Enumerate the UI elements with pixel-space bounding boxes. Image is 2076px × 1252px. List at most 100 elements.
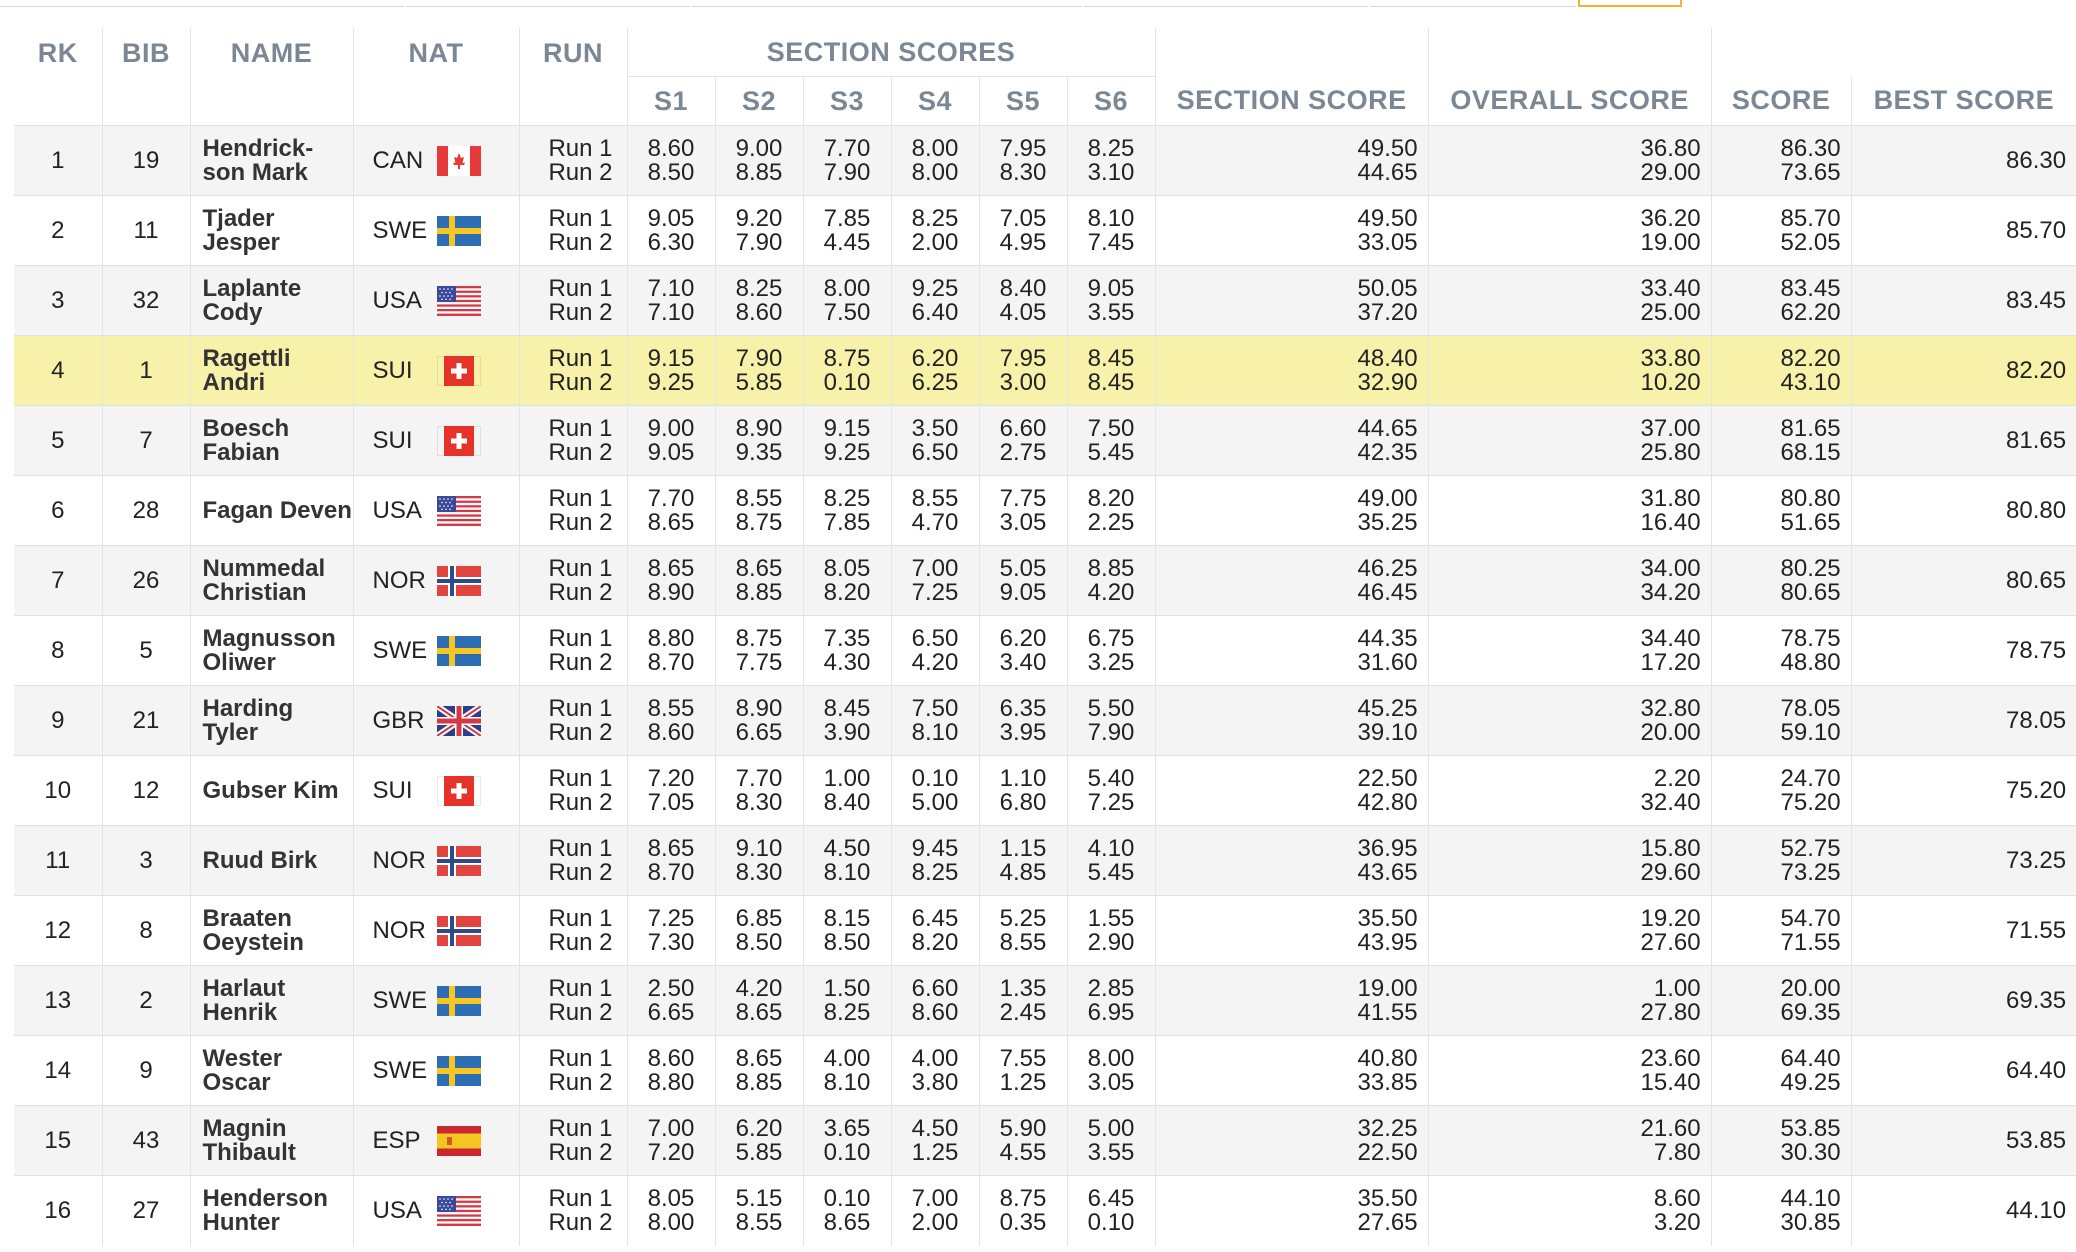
athlete-name[interactable]: Nummedal Christian <box>189 545 353 616</box>
athlete-name[interactable]: Braaten Oeystein <box>189 895 353 966</box>
filter-tab[interactable] <box>406 0 690 7</box>
athlete-name[interactable]: Magnin Thibault <box>189 1105 353 1176</box>
run-1-value: 6.45 <box>911 904 959 932</box>
run-2-value: 9.35 <box>735 438 783 466</box>
run-2-value: 4.05 <box>999 298 1047 326</box>
s3-cell: 8.75 0.10 <box>802 335 891 406</box>
col-s2-header[interactable]: S2 <box>714 76 803 126</box>
col-s3-header[interactable]: S3 <box>802 76 891 126</box>
athlete-name[interactable]: Hendrick-son Mark <box>189 125 353 196</box>
athlete-name[interactable]: Harlaut Henrik <box>189 965 353 1036</box>
table-row[interactable]: 14 9 Wester Oscar SWE Run 1 Run 2 8.60 8.80 8.65… <box>14 1035 2076 1106</box>
s4-cell: 6.45 8.20 <box>890 895 979 966</box>
table-row[interactable]: 9 21 Harding Tyler GBR Run 1 Run 2 8.55 8.60 8.9… <box>14 685 2076 756</box>
run-1-value: 9.00 <box>647 414 695 442</box>
run-1-value: 8.05 <box>823 554 871 582</box>
rank-cell: 8 <box>14 615 102 686</box>
run-2-value: 8.10 <box>823 858 871 886</box>
table-row[interactable]: 8 5 Magnusson Oliwer SWE Run 1 Run 2 8.80 8.70 8… <box>14 615 2076 686</box>
run-labels-cell: Run 1 Run 2 <box>518 1175 627 1246</box>
athlete-name[interactable]: Gubser Kim <box>189 755 353 826</box>
run-1-label: Run 1 <box>548 1114 613 1142</box>
run-2-value: 1.25 <box>999 1068 1047 1096</box>
table-row[interactable]: 5 7 Boesch Fabian SUI Run 1 Run 2 9.00 9.05 8.90… <box>14 405 2076 476</box>
table-row[interactable]: 16 27 Henderson Hunter USA Run 1 Run 2 8.05 8.0… <box>14 1175 2076 1246</box>
rank-cell: 6 <box>14 475 102 546</box>
col-s1-header[interactable]: S1 <box>626 76 715 126</box>
table-row[interactable]: 4 1 Ragettli Andri SUI Run 1 Run 2 9.15 9.25 7.9… <box>14 335 2076 406</box>
table-row[interactable]: 11 3 Ruud Birk NOR Run 1 Run 2 8.65 8.70 9.10 8.3… <box>14 825 2076 896</box>
section-score-cell: 36.95 43.65 <box>1154 825 1429 896</box>
run-1-value: 24.70 <box>1780 764 1841 792</box>
table-row[interactable]: 12 8 Braaten Oeystein NOR Run 1 Run 2 7.25 7.30… <box>14 895 2076 966</box>
athlete-name[interactable]: Ragettli Andri <box>189 335 353 406</box>
athlete-name[interactable]: Magnusson Oliwer <box>189 615 353 686</box>
table-row[interactable]: 3 32 Laplante Cody USA Run 1 Run 2 7.10 7.10 8.2… <box>14 265 2076 336</box>
athlete-name[interactable]: Laplante Cody <box>189 265 353 336</box>
col-overall-score-header[interactable]: OVERALL SCORE <box>1427 76 1712 126</box>
col-s6-header[interactable]: S6 <box>1066 76 1156 126</box>
rank-cell: 4 <box>14 335 102 406</box>
bib-cell: 27 <box>101 1175 190 1246</box>
run-2-value: 30.85 <box>1780 1208 1841 1236</box>
run-2-value: 19.00 <box>1640 228 1701 256</box>
col-nat-header[interactable]: NAT <box>352 28 519 126</box>
run-1-label: Run 1 <box>548 344 613 372</box>
col-bib-header[interactable]: BIB <box>101 28 190 126</box>
s5-cell: 6.20 3.40 <box>978 615 1067 686</box>
col-best-score-header[interactable]: BEST SCORE <box>1850 76 2076 126</box>
table-row[interactable]: 10 12 Gubser Kim SUI Run 1 Run 2 7.20 7.05 7.70 8… <box>14 755 2076 826</box>
athlete-name[interactable]: Henderson Hunter <box>189 1175 353 1246</box>
run-2-value: 8.85 <box>735 1068 783 1096</box>
s3-cell: 4.50 8.10 <box>802 825 891 896</box>
athlete-name[interactable]: Fagan Deven <box>189 475 353 546</box>
overall-score-cell: 37.00 25.80 <box>1427 405 1712 476</box>
col-s4-header[interactable]: S4 <box>890 76 979 126</box>
run-2-label: Run 2 <box>548 438 613 466</box>
table-row[interactable]: 2 11 Tjader Jesper SWE Run 1 Run 2 9.05 6.30 9.2… <box>14 195 2076 266</box>
nation-code: USA <box>372 496 422 524</box>
run-1-value: 5.40 <box>1087 764 1135 792</box>
col-overall-score-spacer <box>1427 28 1712 77</box>
table-row[interactable]: 13 2 Harlaut Henrik SWE Run 1 Run 2 2.50 6.65 4.… <box>14 965 2076 1036</box>
filter-tab[interactable] <box>1370 0 1576 7</box>
filter-tab[interactable] <box>0 0 404 7</box>
table-row[interactable]: 6 28 Fagan Deven USA Run 1 Run 2 7.70 8.65 8.55 8… <box>14 475 2076 546</box>
filter-tab[interactable] <box>692 0 1082 7</box>
run-2-value: 25.00 <box>1640 298 1701 326</box>
run-1-value: 6.20 <box>911 344 959 372</box>
athlete-name[interactable]: Tjader Jesper <box>189 195 353 266</box>
athlete-name[interactable]: Ruud Birk <box>189 825 353 896</box>
filter-tab[interactable] <box>1084 0 1368 7</box>
athlete-name[interactable]: Boesch Fabian <box>189 405 353 476</box>
table-body: 1 19 Hendrick-son Mark CAN Run 1 Run 2 8.60 8.5… <box>14 125 2076 1246</box>
col-section-score-header[interactable]: SECTION SCORE <box>1154 76 1429 126</box>
col-run-header[interactable]: RUN <box>518 28 627 126</box>
run-2-label: Run 2 <box>548 718 613 746</box>
col-s5-header[interactable]: S5 <box>978 76 1067 126</box>
run-2-value: 15.40 <box>1640 1068 1701 1096</box>
run-1-value: 7.25 <box>647 904 695 932</box>
run-2-value: 4.20 <box>1087 578 1135 606</box>
run-1-value: 9.20 <box>735 204 783 232</box>
col-name-header[interactable]: NAME <box>189 28 353 126</box>
col-rk-header[interactable]: RK <box>14 28 102 126</box>
athlete-name[interactable]: Wester Oscar <box>189 1035 353 1106</box>
run-1-value: 8.85 <box>1087 554 1135 582</box>
bib-cell: 1 <box>101 335 190 406</box>
athlete-name[interactable]: Harding Tyler <box>189 685 353 756</box>
run-1-value: 83.45 <box>1780 274 1841 302</box>
nation-cell: USA <box>352 265 519 336</box>
table-row[interactable]: 7 26 Nummedal Christian NOR Run 1 Run 2 8.65 8.… <box>14 545 2076 616</box>
s1-cell: 7.00 7.20 <box>626 1105 715 1176</box>
section-score-cell: 32.25 22.50 <box>1154 1105 1429 1176</box>
run-2-label: Run 2 <box>548 578 613 606</box>
overall-score-cell: 33.40 25.00 <box>1427 265 1712 336</box>
table-row[interactable]: 15 43 Magnin Thibault ESP Run 1 Run 2 7.00 7.20… <box>14 1105 2076 1176</box>
col-score-header[interactable]: SCORE <box>1710 76 1852 126</box>
run-1-value: 0.10 <box>911 764 959 792</box>
table-row[interactable]: 1 19 Hendrick-son Mark CAN Run 1 Run 2 8.60 8.5… <box>14 125 2076 196</box>
best-score-cell: 71.55 <box>1850 895 2076 966</box>
run-2-label: Run 2 <box>548 1068 613 1096</box>
filter-tab-active[interactable] <box>1578 0 1682 7</box>
